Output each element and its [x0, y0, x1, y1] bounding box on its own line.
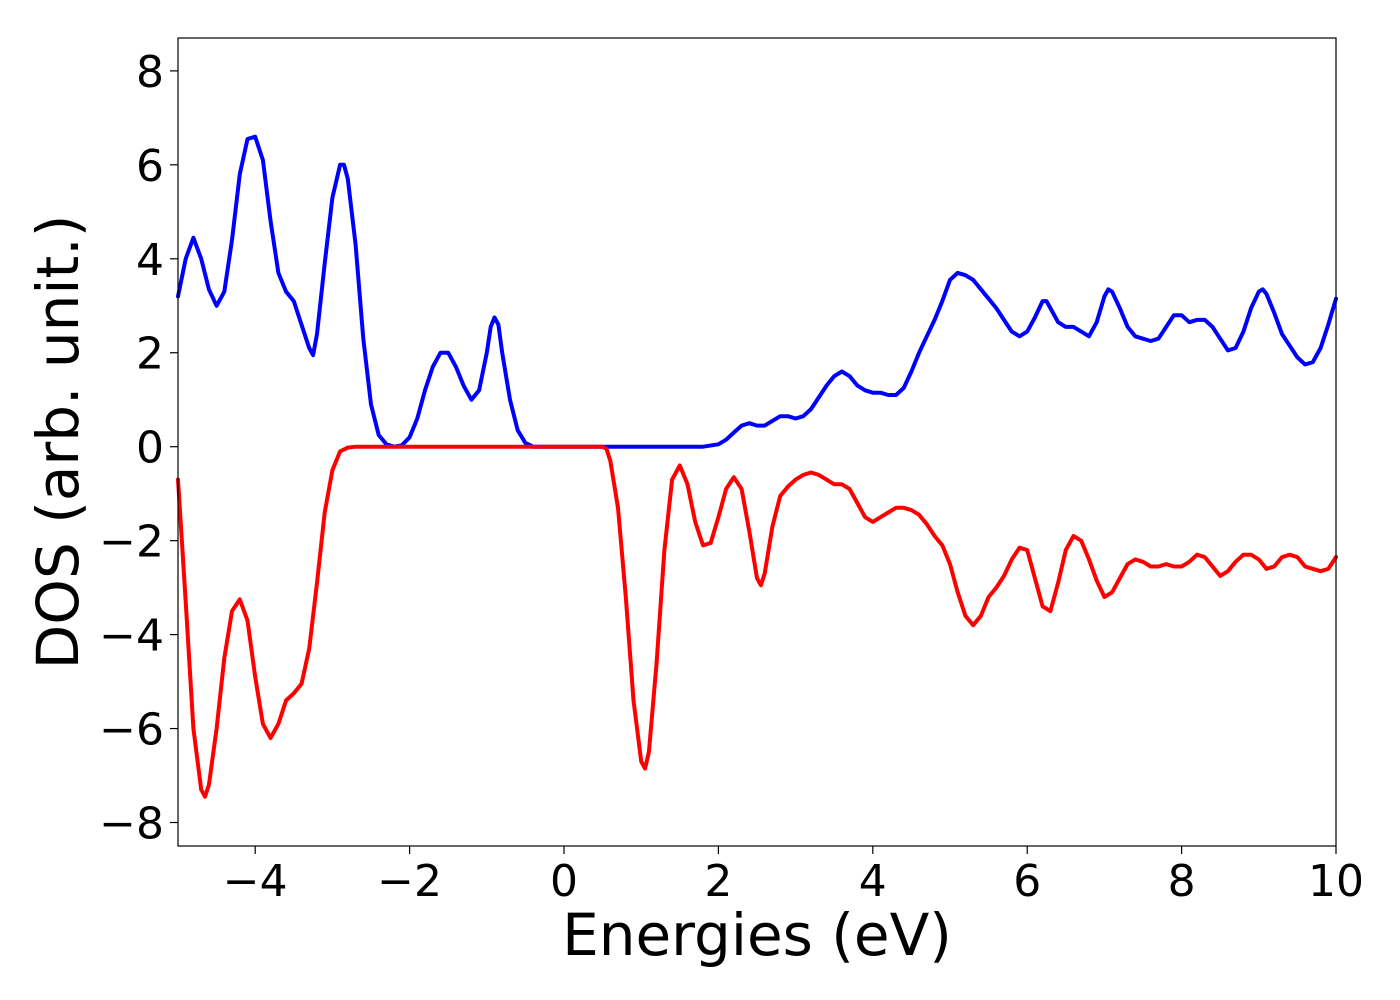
dos-series-down-line [176, 444, 1338, 799]
x-axis-ticks: −4 −2 0 2 4 6 8 10 [223, 846, 1364, 907]
y-tick-label: 8 [136, 47, 164, 98]
y-axis-ticks: −8 −6 −4 −2 0 2 4 6 8 [99, 47, 178, 850]
y-tick-label: 4 [136, 235, 164, 286]
y-tick-label: 2 [136, 329, 164, 380]
y-tick-label: 0 [136, 423, 164, 474]
x-tick-label: −2 [377, 856, 442, 907]
x-tick-label: 10 [1308, 856, 1364, 907]
dos-series-up-line [176, 134, 1338, 449]
x-tick-label: 8 [1168, 856, 1196, 907]
x-tick-label: −4 [223, 856, 288, 907]
plot-series [176, 134, 1338, 799]
y-axis-label: DOS (arb. unit.) [24, 215, 92, 670]
x-tick-label: 6 [1013, 856, 1041, 907]
x-tick-label: 4 [859, 856, 887, 907]
y-tick-label: −6 [99, 705, 164, 756]
y-tick-label: 6 [136, 141, 164, 192]
x-tick-label: 2 [704, 856, 732, 907]
plot-frame [177, 37, 1337, 847]
y-tick-label: −4 [99, 611, 164, 662]
x-axis-label: Energies (eV) [562, 901, 952, 969]
y-tick-label: −8 [99, 799, 164, 850]
x-tick-label: 0 [550, 856, 578, 907]
y-tick-label: −2 [99, 517, 164, 568]
